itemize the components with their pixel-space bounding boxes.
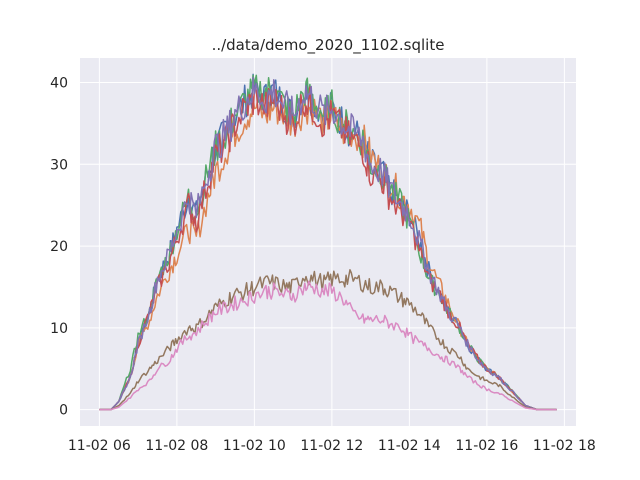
x-tick-label: 11-02 14 [378, 438, 441, 454]
chart-title: ../data/demo_2020_1102.sqlite [212, 36, 445, 55]
series-line-4 [99, 86, 557, 411]
x-tick-label: 11-02 10 [223, 438, 286, 454]
series-group [99, 73, 557, 411]
x-tick-label: 11-02 16 [455, 438, 518, 454]
y-axis: 0 10 20 30 40 [50, 76, 68, 419]
x-tick-label: 11-02 06 [68, 438, 131, 454]
x-axis: 11-02 06 11-02 08 11-02 10 11-02 12 11-02 14… [68, 438, 596, 454]
series-line-5 [99, 76, 557, 411]
x-tick-label: 11-02 12 [300, 438, 363, 454]
y-tick-label: 0 [59, 403, 68, 419]
x-tick-label: 11-02 08 [145, 438, 208, 454]
y-tick-label: 10 [50, 321, 68, 337]
series-line-7 [99, 280, 557, 411]
series-line-6 [99, 269, 557, 411]
y-tick-label: 40 [50, 76, 68, 92]
x-tick-label: 11-02 18 [533, 438, 596, 454]
series-line-3 [99, 74, 557, 411]
y-tick-label: 20 [50, 239, 68, 255]
y-tick-label: 30 [50, 157, 68, 173]
